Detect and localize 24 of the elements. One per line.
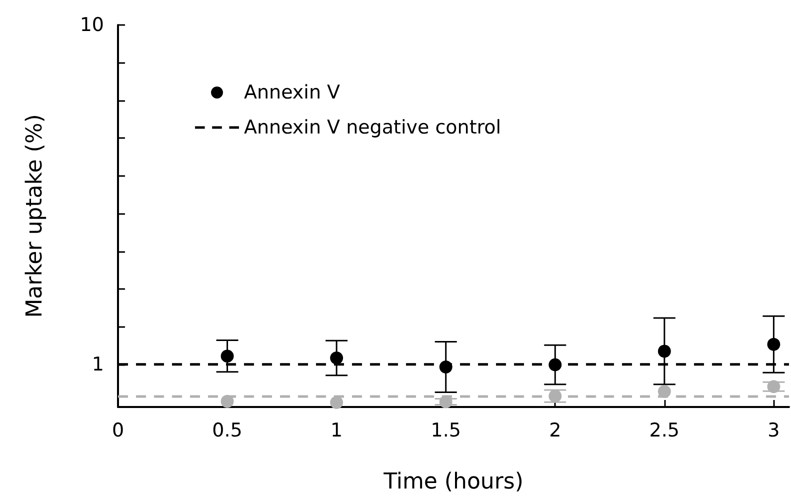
- point: [658, 344, 671, 358]
- point: [220, 394, 234, 408]
- x-tick-label: 1: [330, 420, 343, 442]
- point: [439, 395, 452, 408]
- point: [220, 350, 234, 363]
- point: [767, 380, 780, 394]
- x-tick-label: 3: [768, 420, 780, 442]
- legend-label: Annexin V negative control: [244, 116, 502, 138]
- point: [330, 351, 344, 364]
- legend-label: Annexin V: [244, 82, 340, 104]
- point: [658, 385, 671, 398]
- x-axis-title: Time (hours): [382, 470, 524, 494]
- x-tick-label: 2: [549, 420, 562, 442]
- x-tick-label: 0.5: [212, 420, 242, 442]
- point: [548, 390, 562, 403]
- y-tick-label: 10: [80, 14, 104, 36]
- x-tick-label: 0: [112, 420, 124, 442]
- point: [439, 360, 452, 374]
- x-tick-label: 1.5: [430, 420, 461, 442]
- point: [548, 358, 562, 372]
- y-axis-title: Marker uptake (%): [22, 114, 48, 318]
- point: [330, 396, 344, 409]
- x-tick-label: 2.5: [649, 420, 680, 442]
- point: [767, 338, 780, 351]
